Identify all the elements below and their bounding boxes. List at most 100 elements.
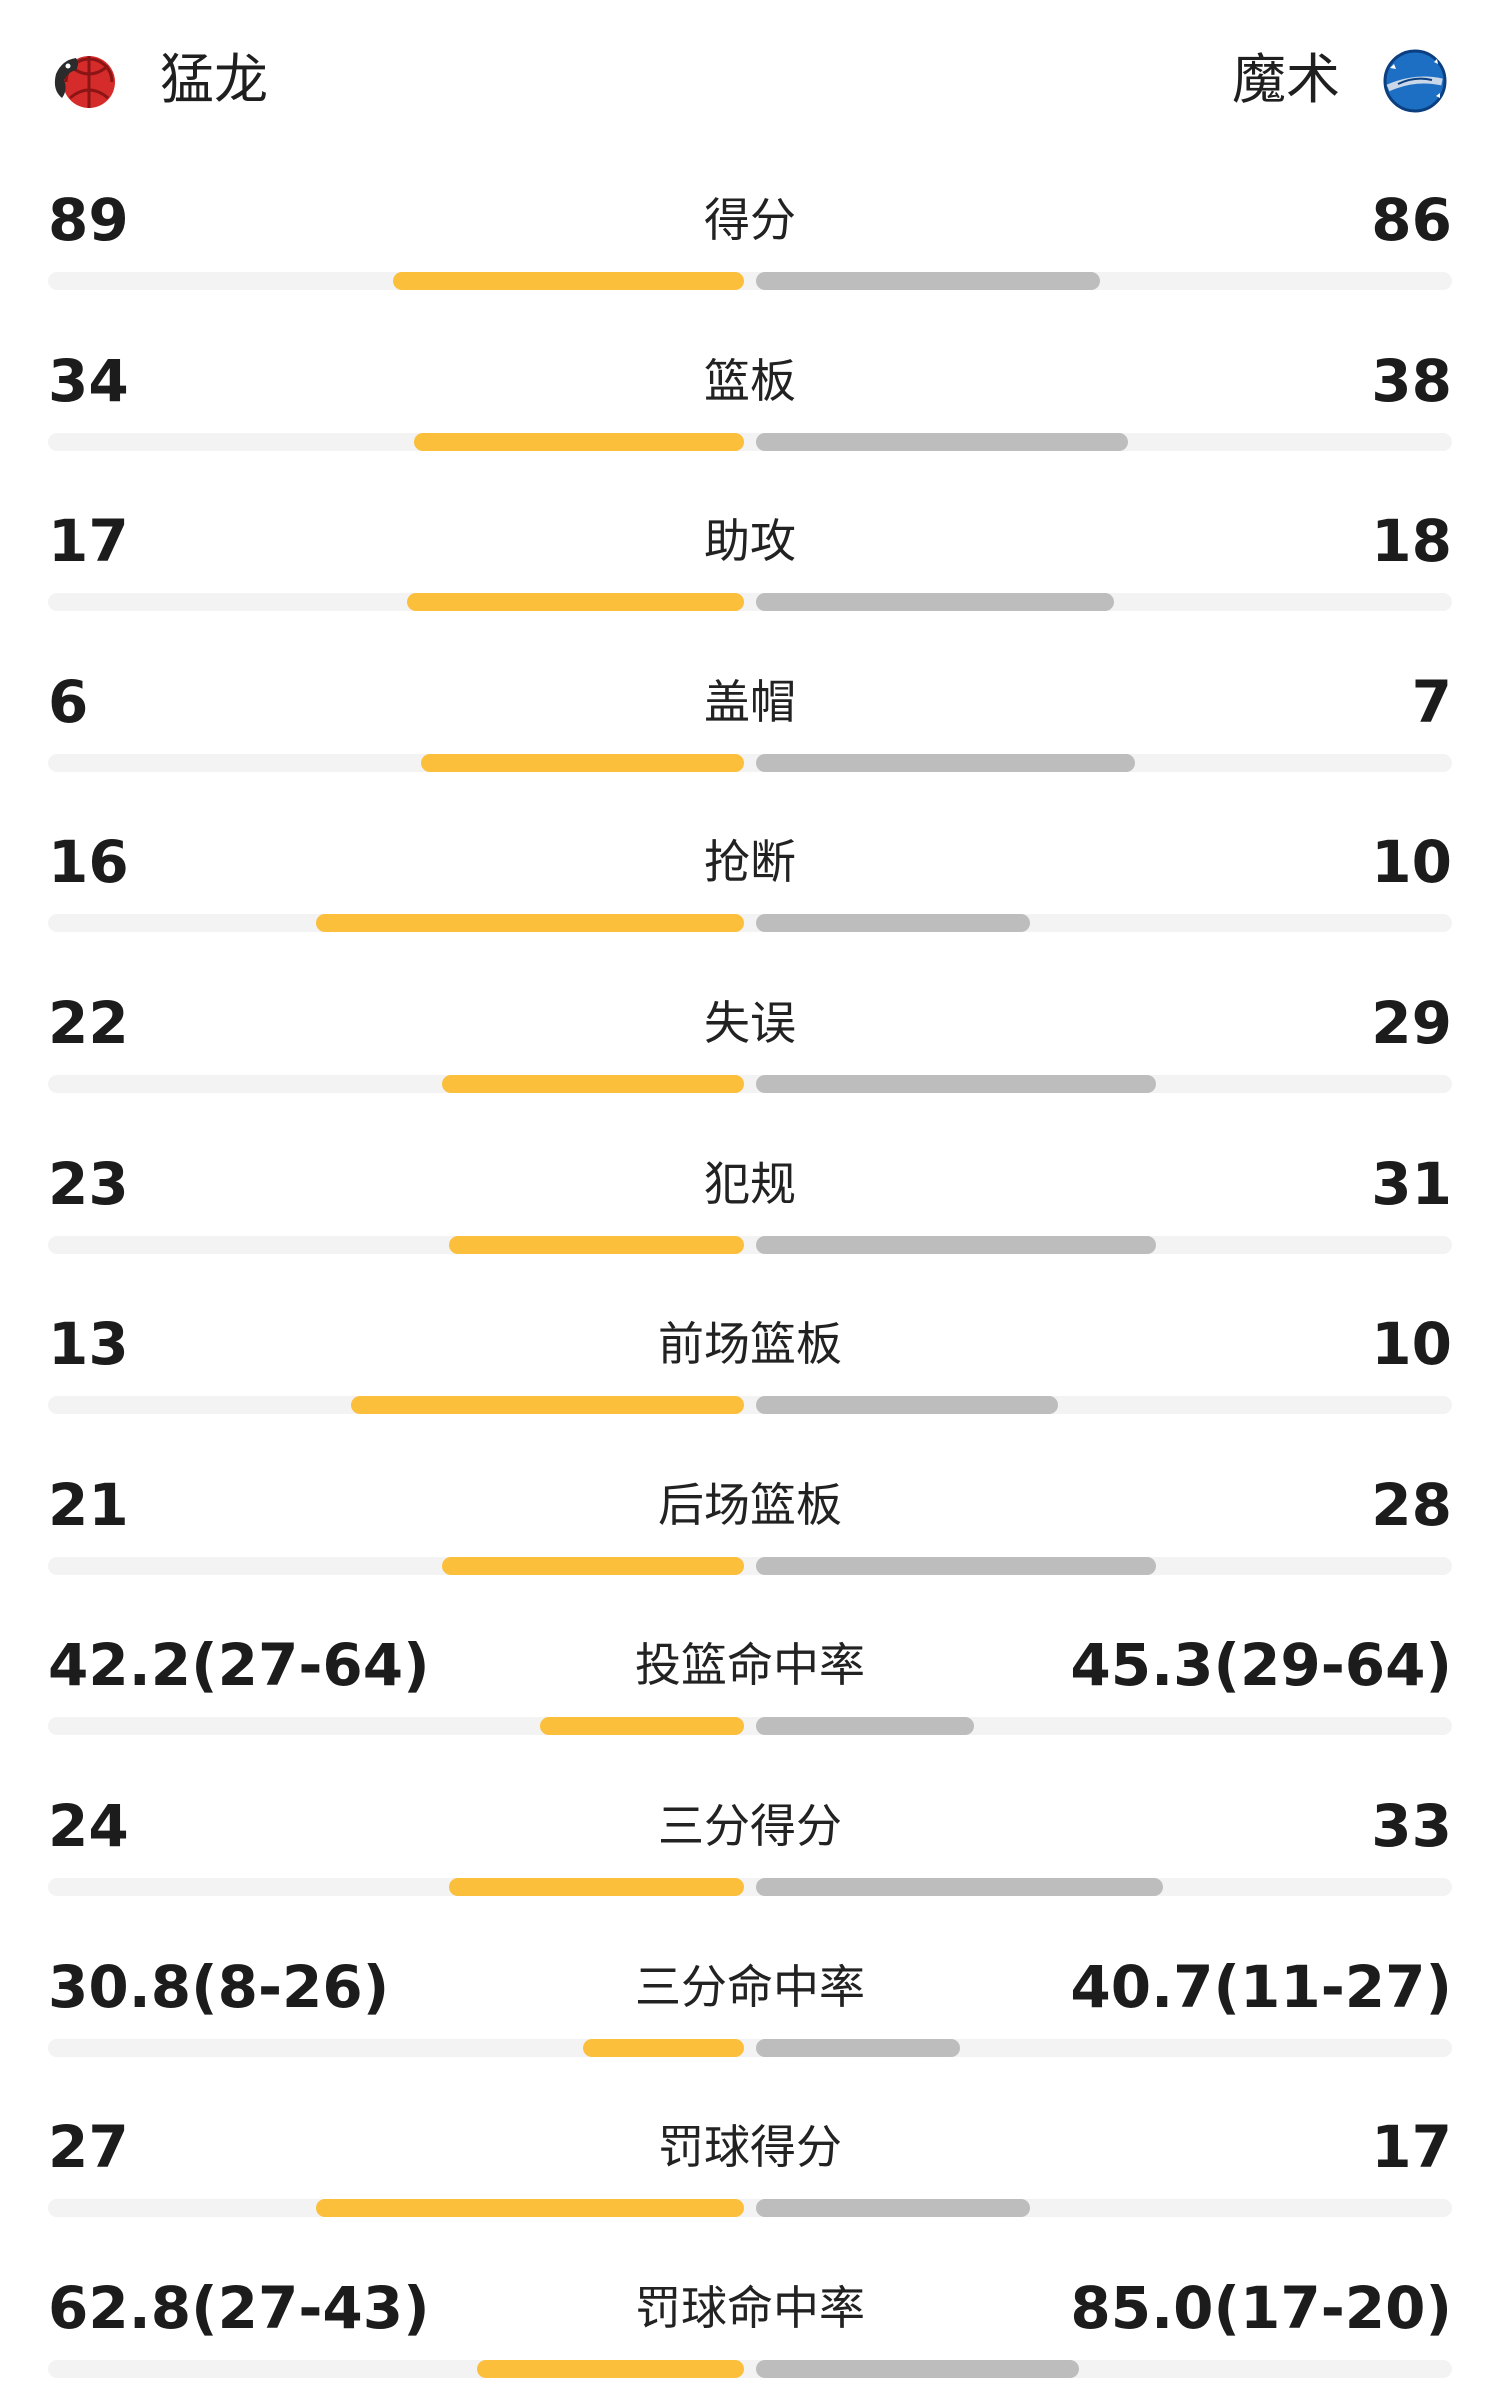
home-stat-bar	[407, 593, 744, 612]
stat-label: 后场篮板	[658, 1477, 842, 1532]
stat-bar-track	[48, 1556, 1452, 1575]
stat-label: 盖帽	[704, 674, 796, 729]
away-stat-bar	[756, 1717, 974, 1736]
away-stat-bar	[756, 1556, 1156, 1575]
home-stat-bar	[393, 272, 744, 290]
home-stat-bar	[316, 914, 744, 933]
away-stat-value: 85.0(17-20)	[1070, 2273, 1452, 2342]
away-stat-bar	[756, 1235, 1156, 1254]
stat-row: 16 抢断 10	[0, 802, 1500, 963]
stat-row: 62.8(27-43) 罚球命中率 85.0(17-20)	[0, 2248, 1500, 2408]
stat-label: 犯规	[704, 1156, 796, 1211]
away-stat-bar	[756, 432, 1128, 451]
away-stat-value: 31	[1371, 1149, 1452, 1218]
away-stat-value: 86	[1371, 186, 1452, 254]
away-stat-value: 10	[1371, 1310, 1452, 1379]
stat-label: 抢断	[704, 835, 796, 890]
stat-label: 投篮命中率	[635, 1638, 865, 1693]
stat-bar-track	[48, 272, 1452, 290]
home-stat-value: 13	[48, 1310, 129, 1379]
stat-bar-track	[48, 914, 1452, 933]
home-stat-value: 17	[48, 507, 129, 576]
stat-row: 13 前场篮板 10	[0, 1284, 1500, 1445]
home-stat-bar	[414, 432, 744, 451]
stat-label: 三分命中率	[635, 1959, 865, 2014]
stat-bar-track	[48, 1074, 1452, 1093]
away-team-name: 魔术	[1232, 48, 1340, 111]
home-stat-value: 89	[48, 186, 129, 254]
home-stat-value: 62.8(27-43)	[48, 2273, 430, 2342]
stat-bar-track	[48, 2359, 1452, 2378]
away-stat-value: 10	[1371, 828, 1452, 897]
away-stat-value: 28	[1371, 1470, 1452, 1539]
stat-row: 17 助攻 18	[0, 481, 1500, 642]
home-stat-value: 6	[48, 667, 89, 736]
home-stat-value: 21	[48, 1470, 129, 1539]
stat-bar-track	[48, 2199, 1452, 2218]
stat-bar-track	[48, 1235, 1452, 1254]
away-stat-bar	[756, 1396, 1058, 1415]
home-stat-bar	[442, 1074, 744, 1093]
home-stat-value: 16	[48, 828, 129, 897]
stat-bar-track	[48, 1717, 1452, 1736]
home-stat-bar	[477, 2359, 744, 2378]
stat-label: 前场篮板	[658, 1317, 842, 1372]
away-stat-value: 45.3(29-64)	[1070, 1631, 1452, 1700]
stat-label: 失误	[704, 995, 796, 1050]
away-stat-value: 29	[1371, 988, 1452, 1057]
stat-row: 22 失误 29	[0, 963, 1500, 1124]
away-stat-bar	[756, 753, 1135, 772]
away-stat-bar	[756, 1877, 1163, 1896]
home-stat-value: 23	[48, 1149, 129, 1218]
stat-label: 得分	[704, 193, 796, 247]
home-stat-bar	[540, 1717, 744, 1736]
home-stat-bar	[316, 2199, 744, 2218]
stat-row: 30.8(8-26) 三分命中率 40.7(11-27)	[0, 1927, 1500, 2088]
away-stat-value: 17	[1371, 2113, 1452, 2182]
stat-label: 罚球命中率	[635, 2280, 865, 2335]
home-stat-bar	[449, 1235, 744, 1254]
home-stat-value: 24	[48, 1791, 129, 1860]
away-stat-bar	[756, 593, 1114, 612]
stat-row: 6 盖帽 7	[0, 642, 1500, 803]
raptors-basketball-logo-icon	[48, 44, 122, 118]
magic-logo-icon	[1378, 44, 1452, 118]
stat-bar-track	[48, 432, 1452, 451]
stat-label: 罚球得分	[658, 2120, 842, 2175]
home-stat-bar	[442, 1556, 744, 1575]
home-stat-value: 22	[48, 988, 129, 1057]
away-stat-bar	[756, 914, 1030, 933]
away-stat-value: 33	[1371, 1791, 1452, 1860]
stat-bar-track	[48, 1877, 1452, 1896]
stat-bar-track	[48, 2038, 1452, 2057]
home-stat-bar	[583, 2038, 744, 2057]
away-stat-bar	[756, 2038, 960, 2057]
home-stat-bar	[421, 753, 744, 772]
away-stat-bar	[756, 2199, 1030, 2218]
stats-comparison-list: 89 得分 86 34 篮板 38 17 助攻 18 6 盖帽 7 16 抢断 10 22 失误 29 23 犯规 31…	[0, 160, 1500, 2408]
stat-row: 21 后场篮板 28	[0, 1445, 1500, 1606]
stat-bar-track	[48, 593, 1452, 612]
stat-row: 24 三分得分 33	[0, 1766, 1500, 1927]
stat-row: 42.2(27-64) 投篮命中率 45.3(29-64)	[0, 1605, 1500, 1766]
away-stat-value: 18	[1371, 507, 1452, 576]
away-stat-bar	[756, 1074, 1156, 1093]
away-stat-value: 7	[1411, 667, 1452, 736]
stat-label: 助攻	[704, 514, 796, 569]
stat-row: 34 篮板 38	[0, 321, 1500, 482]
stat-label: 三分得分	[658, 1798, 842, 1853]
home-stat-value: 42.2(27-64)	[48, 1631, 430, 1700]
stat-row: 89 得分 86	[0, 160, 1500, 321]
home-stat-value: 30.8(8-26)	[48, 1952, 390, 2021]
stat-bar-track	[48, 1396, 1452, 1415]
stat-row: 23 犯规 31	[0, 1124, 1500, 1285]
stat-label: 篮板	[704, 353, 796, 408]
home-stat-value: 34	[48, 346, 129, 415]
away-stat-value: 38	[1371, 346, 1452, 415]
away-stat-value: 40.7(11-27)	[1070, 1952, 1452, 2021]
team-header: 猛龙 魔术	[0, 0, 1500, 160]
stat-row: 27 罚球得分 17	[0, 2087, 1500, 2248]
home-team-name: 猛龙	[160, 48, 268, 111]
home-stat-bar	[449, 1877, 744, 1896]
stat-bar-track	[48, 753, 1452, 772]
